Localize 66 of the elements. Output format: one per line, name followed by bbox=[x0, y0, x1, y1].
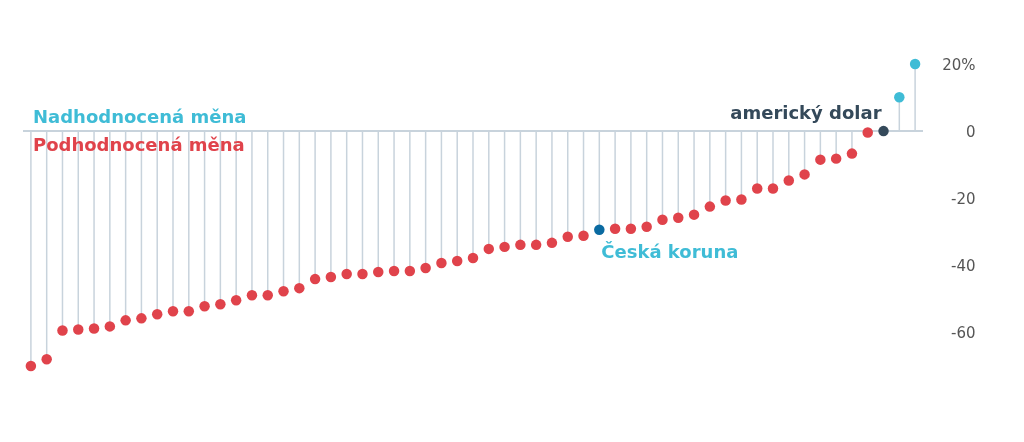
point bbox=[704, 201, 716, 212]
point bbox=[136, 313, 147, 324]
point bbox=[862, 127, 873, 138]
point bbox=[751, 183, 763, 194]
point bbox=[357, 268, 368, 280]
point bbox=[546, 237, 558, 249]
point bbox=[388, 265, 400, 277]
point bbox=[609, 223, 621, 234]
point bbox=[230, 295, 242, 306]
point bbox=[246, 289, 258, 301]
point bbox=[41, 354, 52, 365]
point bbox=[25, 360, 37, 372]
point bbox=[894, 91, 905, 103]
point bbox=[562, 231, 573, 243]
point bbox=[199, 301, 210, 312]
point bbox=[467, 252, 479, 264]
y-tick-label: -20 bbox=[951, 189, 976, 208]
point bbox=[183, 306, 195, 317]
point bbox=[151, 309, 163, 320]
point bbox=[783, 175, 795, 186]
point bbox=[720, 195, 731, 206]
point bbox=[325, 271, 337, 283]
point bbox=[278, 285, 289, 297]
point bbox=[846, 148, 858, 159]
text: Nadhodnocená měna bbox=[33, 106, 247, 128]
point bbox=[404, 265, 416, 277]
point bbox=[436, 257, 447, 269]
point bbox=[420, 262, 431, 274]
y-tick-label: -40 bbox=[951, 256, 976, 275]
point bbox=[215, 299, 226, 310]
point bbox=[625, 223, 637, 234]
point bbox=[878, 125, 889, 137]
point bbox=[294, 282, 305, 294]
point bbox=[594, 224, 605, 235]
point bbox=[799, 169, 810, 180]
annotation: Česká koruna bbox=[601, 240, 739, 262]
point bbox=[341, 268, 352, 280]
annotation: americký dolar bbox=[730, 102, 882, 124]
point bbox=[767, 183, 779, 194]
point bbox=[451, 255, 463, 267]
point bbox=[736, 194, 747, 205]
y-tick-label: 20% bbox=[942, 55, 976, 74]
point bbox=[499, 241, 510, 253]
point bbox=[909, 58, 921, 70]
y-tick-label: 0 bbox=[965, 122, 976, 141]
point bbox=[673, 212, 684, 223]
point bbox=[373, 266, 384, 278]
point bbox=[88, 323, 100, 334]
point bbox=[530, 239, 542, 251]
point bbox=[309, 273, 321, 285]
point bbox=[262, 289, 273, 301]
point bbox=[120, 315, 131, 326]
point bbox=[167, 306, 179, 317]
point bbox=[104, 321, 116, 332]
point bbox=[657, 214, 668, 225]
point bbox=[515, 239, 526, 251]
text: Podhodnocená měna bbox=[33, 134, 245, 156]
point bbox=[830, 153, 842, 164]
point bbox=[73, 324, 84, 335]
point bbox=[688, 209, 700, 220]
point bbox=[57, 325, 68, 336]
point bbox=[483, 243, 495, 255]
point bbox=[641, 221, 652, 232]
point bbox=[815, 154, 826, 165]
point bbox=[578, 230, 589, 242]
y-tick-label: -60 bbox=[951, 323, 976, 342]
